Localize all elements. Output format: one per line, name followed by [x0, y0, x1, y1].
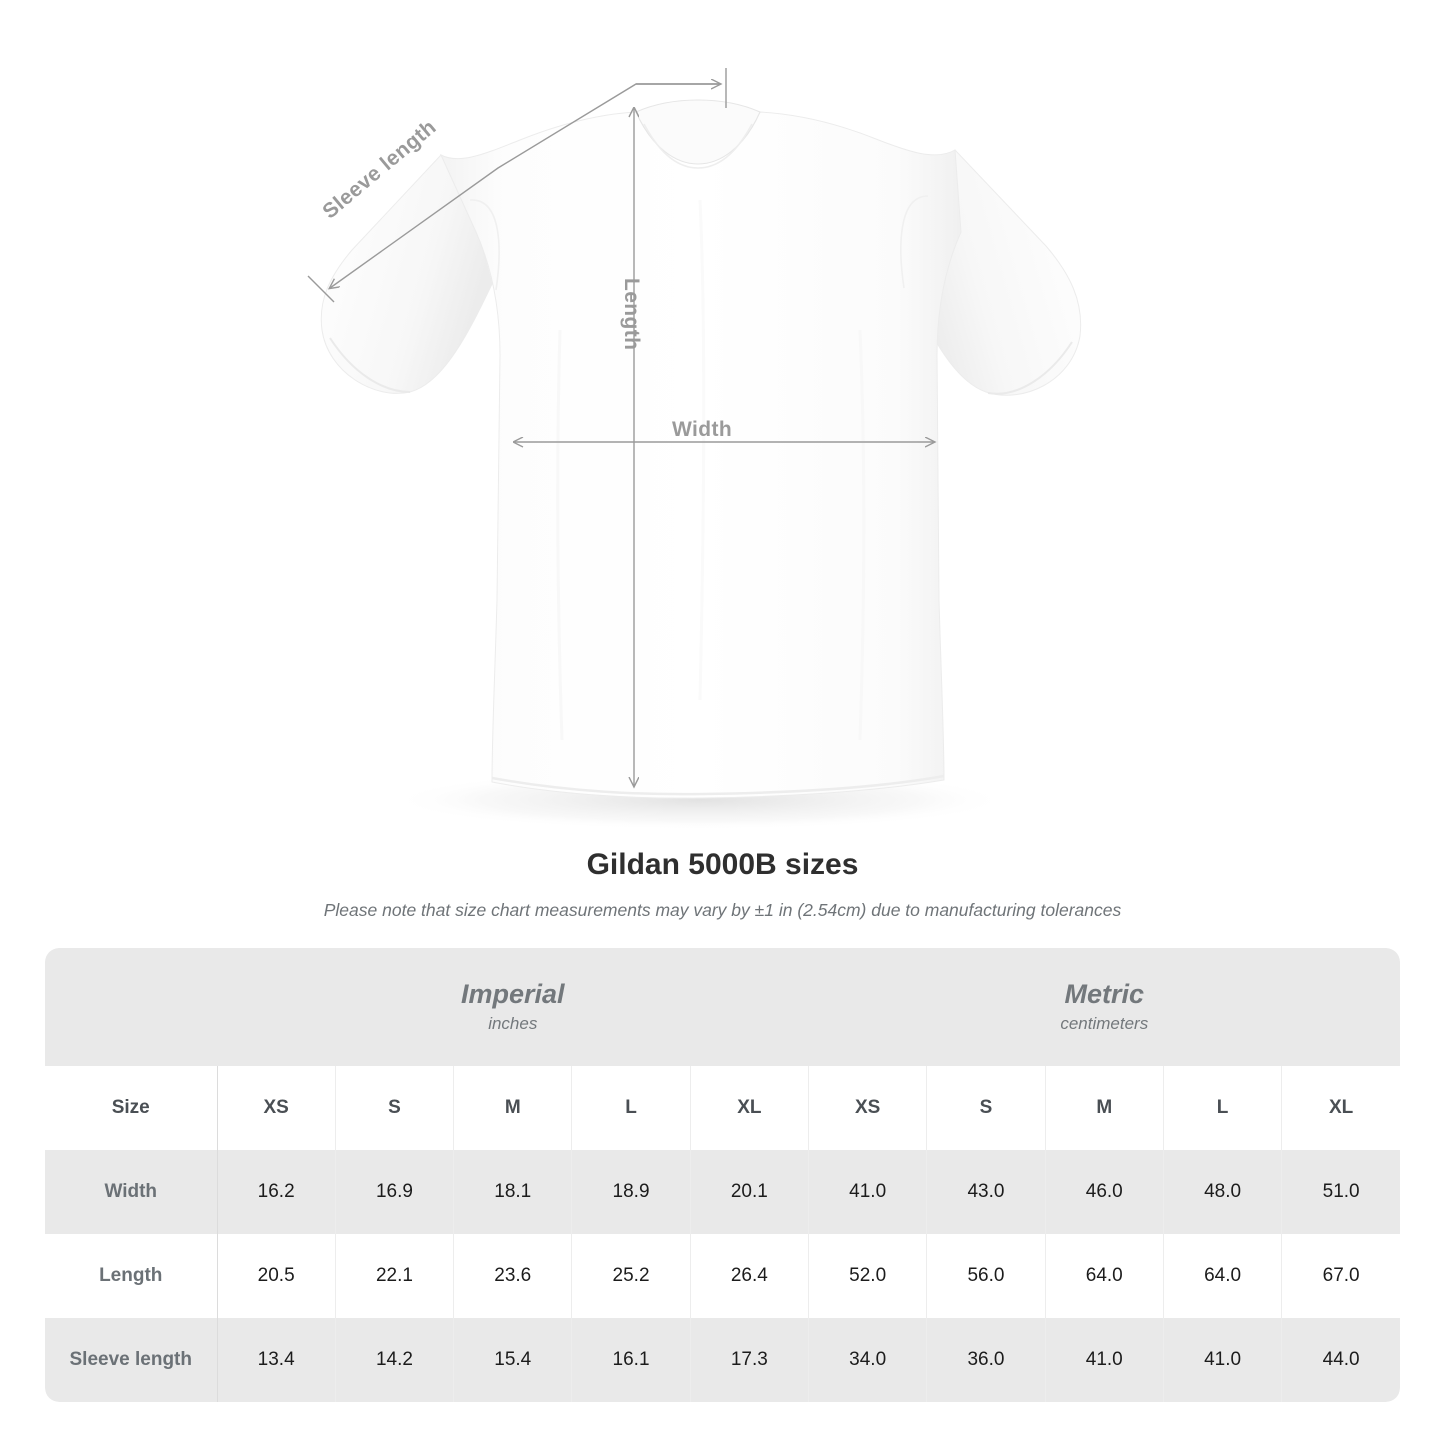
header-metric-xl: XL: [1281, 1066, 1401, 1150]
cell-length-metric-m: 64.0: [1045, 1234, 1164, 1318]
header-metric-s: S: [926, 1066, 1046, 1150]
sleeve-length-dimension-line: [307, 68, 727, 303]
header-imperial-xs: XS: [217, 1066, 336, 1150]
header-imperial-l: L: [571, 1066, 691, 1150]
tolerance-note: Please note that size chart measurements…: [323, 900, 1122, 920]
header-metric-l: L: [1163, 1066, 1283, 1150]
header-imperial-xl: XL: [690, 1066, 810, 1150]
cell-length-imperial-xl: 26.4: [690, 1234, 810, 1318]
width-label: Width: [672, 418, 733, 441]
unit-cell-imperial: Imperial inches: [217, 948, 809, 1066]
cell-length-metric-s: 56.0: [926, 1234, 1046, 1318]
cell-sleeve-metric-xs: 34.0: [808, 1318, 928, 1402]
tshirt-illustration: [307, 68, 1082, 830]
row-label-sleeve-length: Sleeve length: [45, 1318, 218, 1402]
sleeve-tick-left: [307, 275, 335, 303]
fabric-fold-right: [858, 329, 866, 741]
cell-width-imperial-xl: 20.1: [690, 1150, 810, 1234]
right-sleeve-hem: [987, 341, 1073, 395]
header-metric-m: M: [1045, 1066, 1164, 1150]
cell-width-metric-xl: 51.0: [1281, 1150, 1401, 1234]
cell-width-imperial-xs: 16.2: [217, 1150, 336, 1234]
fabric-fold-center: [698, 199, 706, 701]
cell-sleeve-imperial-l: 16.1: [571, 1318, 691, 1402]
tshirt-measurement-diagram: Sleeve length Length Width: [307, 68, 1082, 830]
table-row: Sleeve length 13.4 14.2 15.4 16.1 17.3 3…: [45, 1318, 1401, 1402]
cell-length-imperial-xs: 20.5: [217, 1234, 336, 1318]
size-chart-table-container: Imperial inches Metric centimeters Size …: [45, 948, 1401, 1402]
cell-length-metric-l: 64.0: [1163, 1234, 1283, 1318]
cell-sleeve-imperial-m: 15.4: [453, 1318, 573, 1402]
unit-system-row: Imperial inches Metric centimeters: [45, 948, 1401, 1066]
cell-sleeve-metric-xl: 44.0: [1281, 1318, 1401, 1402]
unit-system-imperial: Imperial: [460, 979, 565, 1009]
cell-width-metric-xs: 41.0: [808, 1150, 928, 1234]
page-title: Gildan 5000B sizes: [586, 848, 859, 881]
collar: [635, 99, 761, 165]
size-header-row: Size XS S M L XL XS S M L XL: [45, 1066, 1401, 1150]
header-imperial-m: M: [453, 1066, 573, 1150]
length-label: Length: [620, 278, 643, 351]
cell-sleeve-metric-m: 41.0: [1045, 1318, 1164, 1402]
cell-sleeve-imperial-xs: 13.4: [217, 1318, 336, 1402]
cell-length-metric-xl: 67.0: [1281, 1234, 1401, 1318]
fabric-fold-left: [556, 329, 564, 741]
cell-width-metric-s: 43.0: [926, 1150, 1046, 1234]
cell-sleeve-metric-s: 36.0: [926, 1318, 1046, 1402]
cell-length-metric-xs: 52.0: [808, 1234, 928, 1318]
cell-length-imperial-m: 23.6: [453, 1234, 573, 1318]
cell-width-imperial-s: 16.9: [335, 1150, 455, 1234]
cell-width-imperial-l: 18.9: [571, 1150, 691, 1234]
row-label-length: Length: [45, 1234, 218, 1318]
header-imperial-s: S: [335, 1066, 455, 1150]
right-shoulder-seam: [900, 195, 929, 289]
collar-inner-seam: [643, 123, 753, 169]
cell-sleeve-imperial-xl: 17.3: [690, 1318, 810, 1402]
cell-sleeve-imperial-s: 14.2: [335, 1318, 455, 1402]
left-shoulder-seam: [469, 199, 500, 291]
row-label-width: Width: [45, 1150, 218, 1234]
shirt-body: [439, 111, 962, 799]
table-row: Length 20.5 22.1 23.6 25.2 26.4 52.0 56.…: [45, 1234, 1401, 1318]
unit-sub-imperial: inches: [488, 1014, 538, 1033]
header-metric-xs: XS: [808, 1066, 928, 1150]
chart-heading: Gildan 5000B sizes Please note that size…: [0, 845, 1445, 922]
unit-spacer-cell: [45, 948, 217, 1066]
cell-width-metric-m: 46.0: [1045, 1150, 1164, 1234]
cell-length-imperial-s: 22.1: [335, 1234, 455, 1318]
cell-sleeve-metric-l: 41.0: [1163, 1318, 1283, 1402]
cell-width-metric-l: 48.0: [1163, 1150, 1283, 1234]
left-sleeve: [320, 154, 493, 394]
left-sleeve-hem: [329, 337, 411, 393]
size-chart-table: Imperial inches Metric centimeters Size …: [45, 948, 1401, 1402]
cell-width-imperial-m: 18.1: [453, 1150, 573, 1234]
table-row: Width 16.2 16.9 18.1 18.9 20.1 41.0 43.0…: [45, 1150, 1401, 1234]
bottom-hem: [491, 774, 945, 796]
unit-system-metric: Metric: [1064, 979, 1145, 1009]
unit-cell-metric: Metric centimeters: [808, 948, 1401, 1066]
header-size: Size: [45, 1066, 218, 1150]
cell-length-imperial-l: 25.2: [571, 1234, 691, 1318]
unit-sub-metric: centimeters: [1060, 1014, 1149, 1033]
